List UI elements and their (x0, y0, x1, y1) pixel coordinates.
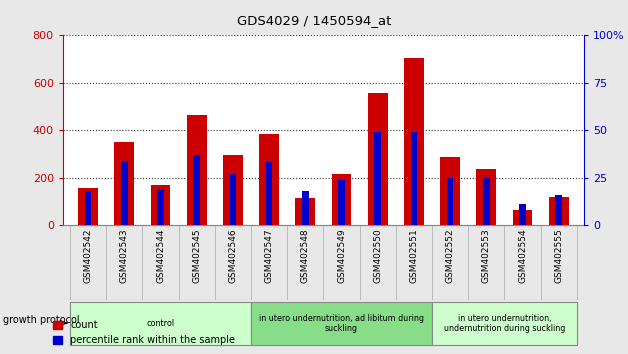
Bar (338, 179, 345, 225)
Text: GSM402543: GSM402543 (120, 229, 129, 283)
Bar (477, 169, 496, 225)
Text: GDS4029 / 1450594_at: GDS4029 / 1450594_at (237, 14, 391, 27)
Bar (223, 155, 243, 225)
Text: GSM402551: GSM402551 (409, 229, 418, 284)
Bar (114, 142, 134, 225)
Text: GSM402552: GSM402552 (446, 229, 455, 283)
Bar (259, 134, 279, 225)
Text: GSM402547: GSM402547 (264, 229, 274, 283)
Bar (512, 210, 533, 225)
Bar (440, 158, 460, 225)
Text: in utero undernutrition,
undernutrition during suckling: in utero undernutrition, undernutrition … (444, 314, 565, 333)
Bar (85, 191, 92, 225)
Text: GSM402545: GSM402545 (192, 229, 201, 283)
Bar (193, 155, 200, 225)
Text: in utero undernutrition, ad libitum during
suckling: in utero undernutrition, ad libitum duri… (259, 314, 424, 333)
Bar (121, 161, 127, 225)
Bar (332, 174, 352, 225)
Bar (447, 178, 453, 225)
Text: GSM402546: GSM402546 (229, 229, 237, 283)
Bar (411, 132, 417, 225)
Bar (302, 191, 308, 225)
Text: control: control (146, 319, 175, 328)
Text: growth protocol: growth protocol (3, 315, 80, 325)
Bar (549, 196, 569, 225)
Bar (374, 132, 381, 225)
Text: GSM402553: GSM402553 (482, 229, 491, 284)
Bar (404, 58, 424, 225)
Bar (151, 185, 170, 225)
Text: GSM402549: GSM402549 (337, 229, 346, 283)
Bar (266, 162, 273, 225)
Text: GSM402555: GSM402555 (554, 229, 563, 284)
Text: GSM402542: GSM402542 (84, 229, 93, 283)
Bar (519, 204, 526, 225)
FancyBboxPatch shape (70, 302, 251, 344)
Legend: count, percentile rank within the sample: count, percentile rank within the sample (49, 316, 239, 349)
FancyBboxPatch shape (251, 302, 432, 344)
FancyBboxPatch shape (432, 302, 577, 344)
Bar (187, 115, 207, 225)
Bar (157, 189, 164, 225)
Bar (483, 178, 490, 225)
Bar (368, 93, 387, 225)
Text: GSM402544: GSM402544 (156, 229, 165, 283)
Text: GSM402550: GSM402550 (373, 229, 382, 284)
Bar (230, 174, 236, 225)
Text: GSM402554: GSM402554 (518, 229, 527, 283)
Bar (555, 195, 562, 225)
Text: GSM402548: GSM402548 (301, 229, 310, 283)
Bar (295, 198, 315, 225)
Bar (78, 188, 98, 225)
